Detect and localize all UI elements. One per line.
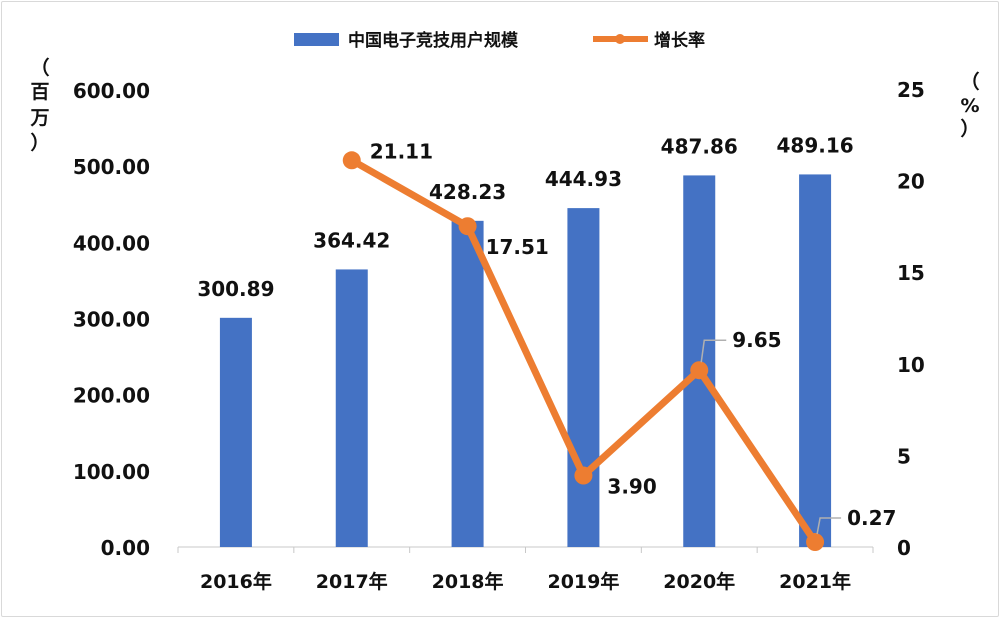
left-tick-label: 500.00: [73, 155, 150, 179]
right-tick-label: 20: [897, 170, 925, 194]
left-tick-label: 0.00: [101, 536, 150, 560]
bar: [799, 174, 832, 547]
x-tick-label: 2017年: [316, 570, 388, 593]
bar: [335, 269, 368, 547]
legend-line-label: 增长率: [654, 30, 705, 51]
right-unit-char: （: [960, 70, 979, 93]
right-unit-char: ）: [960, 117, 979, 140]
left-axis-ticks: 0.00 100.00 200.00 300.00 400.00 500.00 600.00: [73, 79, 150, 560]
label-leader-line: [816, 517, 842, 535]
bar-value-label: 428.23: [429, 180, 506, 204]
bar-value-label: 489.16: [776, 133, 853, 157]
right-tick-label: 15: [897, 261, 925, 285]
bar-series: [219, 174, 832, 548]
left-tick-label: 300.00: [73, 308, 150, 332]
x-axis-ticks: 2016年 2017年 2018年 2019年 2020年 2021年: [177, 547, 874, 593]
x-tick-label: 2016年: [200, 570, 272, 593]
right-tick-label: 25: [897, 78, 925, 102]
x-tick-label: 2020年: [663, 570, 735, 593]
growth-rate-point: [806, 533, 825, 552]
x-tick-label: 2019年: [547, 570, 619, 593]
right-tick-label: 10: [897, 353, 925, 377]
line-labels: 21.11 17.51 3.90 9.65 0.27: [370, 139, 896, 535]
bar: [451, 220, 484, 547]
bar-value-label: 444.93: [545, 167, 622, 191]
left-unit-char: ）: [30, 131, 49, 154]
legend-line-marker: [615, 34, 625, 44]
left-tick-label: 600.00: [73, 79, 150, 103]
line-value-label: 9.65: [732, 328, 781, 352]
left-tick-label: 200.00: [73, 384, 150, 408]
line-series: [342, 151, 825, 552]
bar-labels: 300.89 364.42 428.23 444.93 487.86 489.16: [197, 133, 853, 300]
line-value-label: 3.90: [607, 475, 656, 499]
right-tick-label: 0: [897, 536, 911, 560]
line-value-label: 21.11: [370, 139, 433, 163]
left-unit-char: 百: [30, 81, 49, 103]
line-value-label: 17.51: [486, 235, 549, 259]
left-unit-char: 万: [29, 107, 49, 129]
left-unit-char: （: [30, 56, 49, 79]
x-tick-label: 2018年: [432, 570, 504, 593]
growth-rate-point: [574, 466, 593, 485]
bar-value-label: 487.86: [661, 134, 738, 158]
legend-bar-label: 中国电子竞技用户规模: [348, 30, 519, 51]
right-tick-label: 5: [897, 444, 911, 468]
bar: [219, 317, 252, 547]
bar: [567, 208, 600, 548]
growth-rate-point: [690, 361, 709, 380]
label-leader-line: [700, 339, 727, 363]
line-value-label: 0.27: [847, 506, 896, 530]
bar-value-label: 364.42: [313, 228, 390, 252]
x-tick-label: 2021年: [779, 570, 851, 593]
right-axis-ticks: 0 5 10 15 20 25: [897, 78, 925, 560]
growth-rate-point: [458, 217, 477, 236]
left-tick-label: 100.00: [73, 460, 150, 484]
left-tick-label: 400.00: [73, 231, 150, 255]
legend-bar-swatch: [294, 33, 339, 46]
right-unit-char: %: [960, 95, 979, 117]
legend: 中国电子竞技用户规模 增长率: [294, 30, 705, 51]
bar-value-label: 300.89: [197, 277, 274, 301]
growth-rate-point: [342, 151, 361, 170]
bar: [683, 175, 716, 547]
left-axis-unit: （ 百 万 ）: [29, 56, 49, 154]
right-axis-unit: （ % ）: [960, 70, 979, 140]
